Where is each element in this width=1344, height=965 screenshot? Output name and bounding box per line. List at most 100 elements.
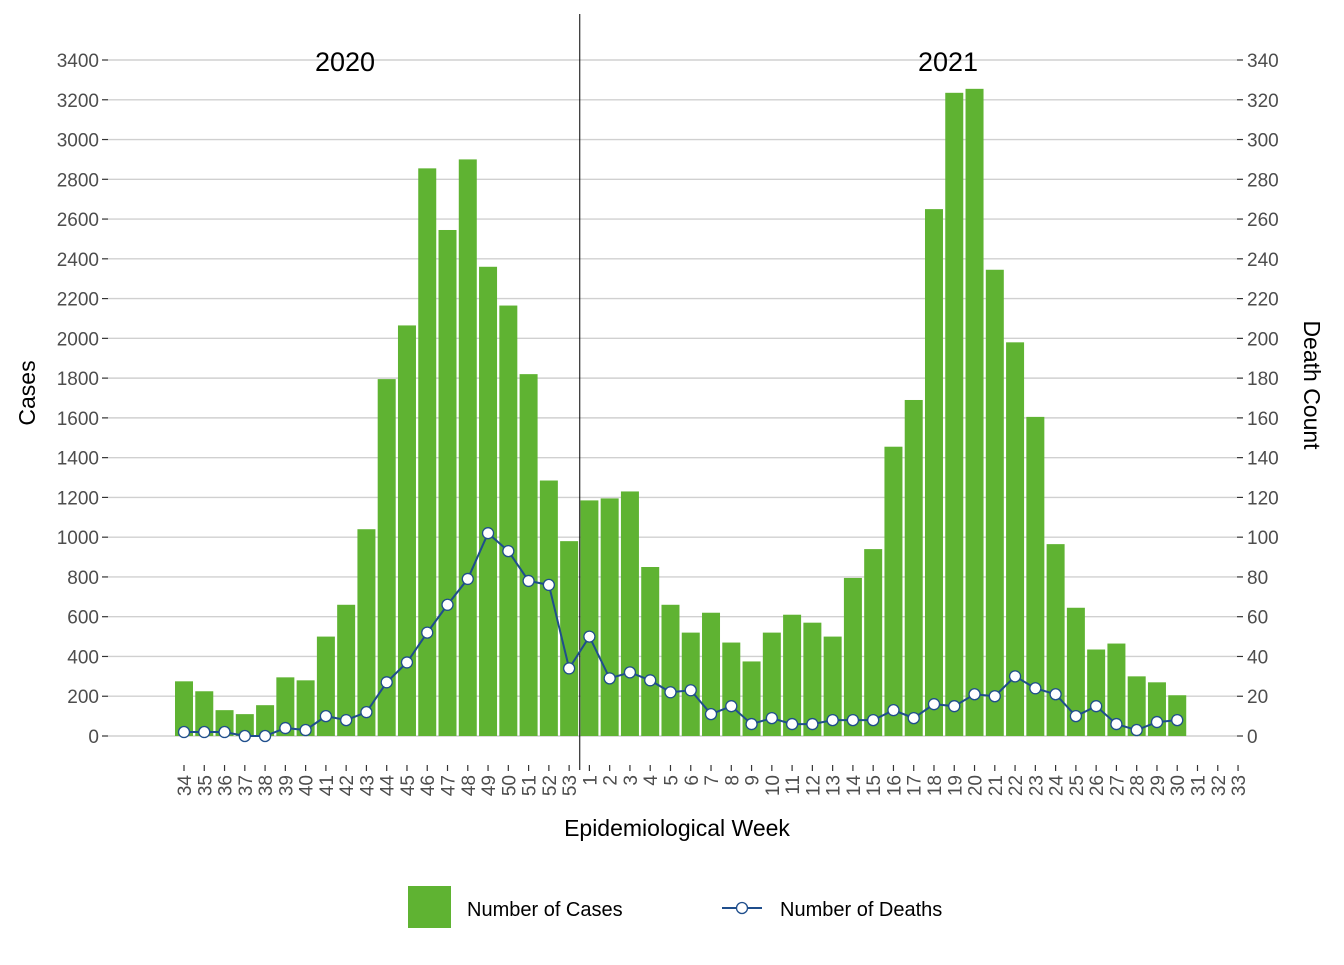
y2-tick-label-280: 280	[1247, 170, 1279, 191]
x-tick-label-30: 30	[1168, 775, 1189, 796]
x-tick-label-8: 8	[722, 775, 743, 786]
x-tick-label-38: 38	[256, 775, 277, 796]
death-point-week-26	[1090, 700, 1103, 713]
y2-tick-label-220: 220	[1247, 290, 1279, 311]
x-tick-label-43: 43	[357, 775, 378, 796]
y-tick-label-2000: 2000	[57, 329, 99, 350]
y2-tick-label-0: 0	[1247, 727, 1258, 748]
x-tick-label-10: 10	[763, 775, 784, 796]
death-point-week-3	[623, 666, 637, 679]
x-tick-label-49: 49	[479, 775, 500, 796]
bar-week-9	[742, 661, 761, 736]
x-tick-label-42: 42	[337, 775, 358, 796]
bar-week-4	[641, 567, 660, 736]
bar-week-26	[1087, 649, 1106, 736]
death-point-week-5	[664, 686, 677, 699]
bar-week-22	[1006, 342, 1025, 736]
death-point-week-40	[299, 723, 312, 737]
bar-week-14	[843, 577, 862, 736]
y-axis-right: 0 20 40 60 80 100 120 140 160 180 200 220 240 260 280 3…	[1237, 51, 1279, 748]
x-tick-label-16: 16	[884, 775, 905, 796]
x-tick-label-31: 31	[1189, 775, 1210, 796]
legend: Number of Cases Number of Deaths	[408, 886, 942, 928]
y-tick-label-2800: 2800	[57, 170, 99, 191]
x-tick-label-18: 18	[925, 775, 946, 796]
x-tick-label-2: 2	[601, 775, 622, 786]
death-point-week-12	[806, 717, 819, 731]
x-tick-label-3: 3	[621, 775, 642, 786]
death-point-week-23	[1029, 682, 1042, 695]
death-line	[177, 527, 1184, 743]
death-point-week-45	[400, 656, 414, 669]
x-tick-label-24: 24	[1047, 775, 1068, 797]
bar-week-50	[499, 305, 518, 736]
y-tick-label-3400: 3400	[57, 51, 99, 72]
x-tick-label-12: 12	[803, 775, 824, 796]
bar-week-20	[965, 88, 984, 737]
y2-tick-label-40: 40	[1247, 647, 1268, 668]
x-tick-label-19: 19	[945, 775, 966, 796]
year-label-2021: 2021	[918, 47, 978, 77]
bar-week-42	[337, 604, 356, 736]
y-tick-label-1200: 1200	[57, 488, 99, 509]
death-point-week-41	[319, 709, 333, 723]
death-point-week-18	[927, 698, 941, 711]
x-tick-label-27: 27	[1107, 775, 1128, 796]
x-tick-label-46: 46	[418, 775, 439, 796]
y-tick-label-3200: 3200	[57, 91, 99, 112]
death-point-week-4	[644, 674, 657, 687]
x-tick-label-44: 44	[378, 775, 399, 797]
x-tick-label-35: 35	[195, 775, 216, 796]
y-tick-label-0: 0	[88, 727, 99, 748]
death-point-week-35	[198, 725, 211, 739]
x-tick-label-51: 51	[520, 775, 541, 796]
death-point-week-1	[583, 630, 596, 643]
legend-deaths-label: Number of Deaths	[780, 899, 942, 921]
x-axis: 34 35 36 37 38 39 40 41 42 43 44 45 46 47 48 49 50 51 52 53…	[175, 765, 1250, 796]
x-tick-label-45: 45	[398, 775, 419, 796]
death-point-week-48	[461, 572, 474, 586]
bar-week-19	[945, 92, 964, 736]
y2-axis-title: Death Count	[1299, 320, 1325, 450]
y-tick-label-1000: 1000	[57, 528, 99, 549]
x-tick-label-28: 28	[1128, 775, 1149, 796]
bar-week-45	[397, 325, 416, 736]
bar-week-49	[479, 266, 498, 736]
death-point-week-34	[177, 725, 191, 739]
bar-week-35	[195, 691, 214, 736]
death-point-week-29	[1150, 715, 1164, 729]
legend-cases-label: Number of Cases	[467, 899, 623, 921]
bar-week-40	[296, 680, 315, 736]
death-point-week-42	[340, 713, 353, 727]
death-point-week-15	[867, 713, 880, 727]
bar-week-21	[985, 269, 1004, 736]
bar-week-15	[864, 549, 883, 736]
death-point-week-36	[218, 725, 231, 739]
y-axis-title: Cases	[14, 360, 40, 425]
bar-week-12	[803, 622, 822, 736]
x-tick-label-32: 32	[1209, 775, 1230, 796]
y-tick-label-2200: 2200	[57, 290, 99, 311]
y2-tick-label-320: 320	[1247, 91, 1279, 112]
y2-tick-label-120: 120	[1247, 488, 1279, 509]
death-point-week-17	[907, 711, 920, 725]
y2-tick-label-180: 180	[1247, 369, 1279, 390]
y2-tick-label-200: 200	[1247, 329, 1279, 350]
bar-week-5	[661, 604, 680, 736]
y-tick-label-2600: 2600	[57, 210, 99, 231]
bar-week-16	[884, 446, 903, 736]
death-point-week-21	[988, 690, 1001, 703]
bar-week-37	[235, 714, 254, 736]
bar-week-46	[418, 168, 437, 736]
death-point-week-20	[968, 688, 981, 701]
x-tick-label-50: 50	[499, 775, 520, 796]
y-tick-label-400: 400	[67, 647, 99, 668]
death-point-week-7	[704, 707, 718, 721]
death-point-week-9	[745, 717, 758, 731]
death-point-week-13	[826, 713, 839, 727]
death-point-week-38	[258, 729, 272, 743]
x-tick-label-22: 22	[1006, 775, 1027, 796]
x-tick-label-9: 9	[743, 775, 764, 786]
death-point-week-11	[785, 717, 799, 731]
